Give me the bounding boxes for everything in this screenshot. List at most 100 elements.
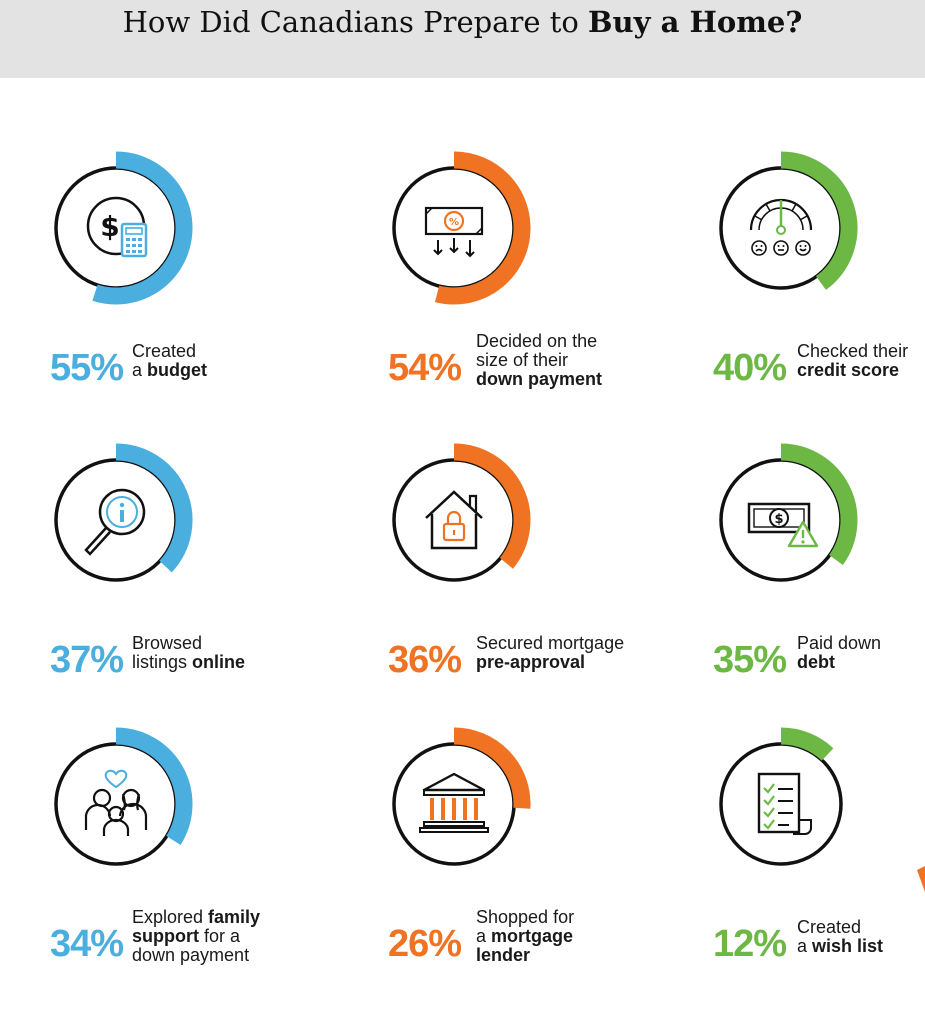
description-text: down payment (132, 945, 250, 965)
description-line: Created (132, 342, 207, 361)
percent-label: 36% (388, 639, 462, 681)
donut-value-arc (434, 151, 531, 305)
stat-description: Explored family support for a down payment (132, 908, 260, 965)
description-text: Checked their (797, 341, 909, 361)
description-line: size of their (476, 351, 602, 370)
description-line: Explored family (132, 908, 260, 927)
percent-label: 55% (50, 347, 124, 389)
description-text: Secured mortgage (476, 633, 625, 653)
money-calculator-icon: $ (86, 196, 148, 258)
description-line: Paid down (797, 634, 881, 653)
description-text: Decided on the (476, 331, 598, 351)
description-line: credit score (797, 361, 908, 380)
description-line: lender (476, 946, 574, 965)
description-bold-text: wish list (812, 936, 884, 956)
family-heart-icon (84, 769, 148, 836)
donut-chart (54, 443, 193, 582)
donut-value-arc (780, 443, 858, 565)
description-line: a wish list (797, 937, 883, 956)
donut-value-arc (780, 727, 834, 761)
stat-card: 36% Secured mortgage pre-approval (378, 442, 678, 732)
description-bold-text: budget (147, 360, 208, 380)
donut-chart (54, 727, 193, 866)
description-text: listings (132, 652, 193, 672)
checklist-icon (757, 772, 812, 835)
description-text: Browsed (132, 633, 203, 653)
stat-card: $ 55% Created a budget (40, 150, 340, 440)
magnifier-info-icon (84, 488, 146, 556)
credit-score-gauge-icon (749, 198, 813, 256)
stat-card: 34% Explored family support for a down paym… (40, 726, 340, 1016)
description-line: a mortgage (476, 927, 574, 946)
stat-description: Checked their credit score (797, 342, 908, 380)
description-bold-text: pre-approval (476, 652, 586, 672)
description-bold-text: family (208, 907, 261, 927)
description-line: down payment (132, 946, 260, 965)
description-line: support for a (132, 927, 260, 946)
stat-description: Paid down debt (797, 634, 881, 672)
header-bar (0, 0, 925, 78)
description-text: a (476, 926, 492, 946)
stat-description: Shopped for a mortgage lender (476, 908, 574, 965)
stat-description: Secured mortgage pre-approval (476, 634, 624, 672)
percent-label: 37% (50, 639, 124, 681)
percent-bill-arrows-icon: % (424, 206, 484, 258)
description-line: pre-approval (476, 653, 624, 672)
description-text: Created (132, 341, 197, 361)
percent-label: 54% (388, 347, 462, 389)
percent-label: 35% (713, 639, 787, 681)
donut-chart: % (392, 151, 531, 305)
svg-text:%: % (449, 217, 459, 228)
description-line: listings online (132, 653, 245, 672)
stat-card: 12% Created a wish list (705, 726, 925, 1016)
description-line: down payment (476, 370, 602, 389)
donut-value-arc (780, 151, 858, 290)
stat-card: $ 35% Paid down debt (705, 442, 925, 732)
description-text: Paid down (797, 633, 882, 653)
donut-chart (392, 443, 531, 582)
donut-chart (719, 151, 858, 290)
donut-value-arc (92, 151, 193, 305)
percent-label: 40% (713, 347, 787, 389)
percent-label: 12% (713, 923, 787, 965)
description-line: Decided on the (476, 332, 602, 351)
house-lock-icon (425, 490, 483, 550)
stat-description: Created a wish list (797, 918, 883, 956)
description-text: Explored (132, 907, 209, 927)
description-bold-text: credit score (797, 360, 900, 380)
percent-label: 26% (388, 923, 462, 965)
description-bold-text: mortgage (491, 926, 574, 946)
bank-building-icon (419, 772, 489, 833)
donut-base-ring (392, 166, 516, 290)
donut-base-ring (54, 742, 178, 866)
description-text: Shopped for (476, 907, 575, 927)
donut-value-arc (115, 727, 193, 845)
description-bold-text: down payment (476, 369, 603, 389)
stat-description: Decided on the size of their down payment (476, 332, 602, 389)
description-line: Shopped for (476, 908, 574, 927)
description-bold-text: lender (476, 945, 531, 965)
description-line: a budget (132, 361, 207, 380)
stat-card: 40% Checked their credit score (705, 150, 925, 440)
description-text: a (132, 360, 148, 380)
description-line: debt (797, 653, 881, 672)
donut-base-ring (392, 458, 516, 582)
donut-value-arc (453, 443, 531, 569)
donut-chart (392, 727, 531, 866)
description-line: Browsed (132, 634, 245, 653)
svg-text:$: $ (100, 210, 119, 243)
description-text: size of their (476, 350, 569, 370)
edge-arrow-fragment (917, 866, 925, 892)
percent-label: 34% (50, 923, 124, 965)
description-bold-text: debt (797, 652, 835, 672)
page-title: How Did Canadians Prepare to Buy a Home? (122, 5, 803, 39)
donut-value-arc (453, 727, 531, 809)
stat-description: Created a budget (132, 342, 207, 380)
donut-base-ring (719, 742, 843, 866)
donut-chart: $ (54, 151, 193, 305)
bill-warning-icon: $ (747, 502, 819, 548)
description-line: Created (797, 918, 883, 937)
description-bold-text: online (192, 652, 246, 672)
description-text: a (797, 936, 813, 956)
stat-description: Browsed listings online (132, 634, 245, 672)
